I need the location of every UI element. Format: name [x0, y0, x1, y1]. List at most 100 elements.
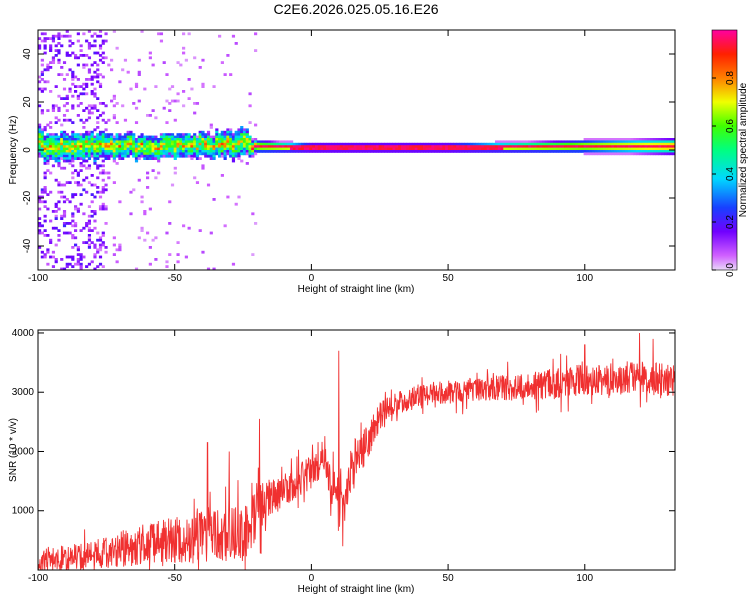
spectrogram-cell: [68, 181, 72, 184]
spectrogram-cell: [65, 51, 69, 55]
spectrogram-cell: [569, 145, 573, 148]
spectrogram-cell: [195, 140, 200, 144]
spectrogram-cell: [104, 188, 108, 192]
spectrogram-cell: [74, 85, 78, 88]
spectrogram-cell: [450, 147, 454, 151]
spectrogram-cell: [101, 130, 105, 134]
spectrogram-cell: [348, 142, 352, 146]
spectrogram-cell: [38, 135, 42, 139]
spectrogram-cell: [76, 32, 80, 36]
spectrogram-cell: [602, 140, 607, 144]
spectrogram-cell: [71, 195, 75, 199]
spectrogram-cell: [162, 133, 166, 136]
spectrogram-cell: [242, 150, 247, 153]
spectrogram-cell: [331, 150, 335, 153]
spectrogram-cell: [129, 152, 133, 156]
spectrogram-cell: [287, 145, 291, 148]
spectrogram-cell: [262, 140, 266, 144]
spectrogram-cell: [218, 140, 222, 144]
spectrogram-cell: [110, 138, 114, 141]
spectrogram-cell: [494, 147, 499, 151]
spectrogram-cell: [65, 222, 69, 225]
spectrogram-cell: [71, 193, 75, 196]
spectrogram-cell: [112, 243, 116, 247]
spectrogram-cell: [254, 150, 258, 153]
spectrogram-cell: [38, 126, 42, 129]
spectrogram-cell: [104, 145, 108, 148]
spectrogram-cell: [270, 150, 274, 153]
spectrogram-cell: [93, 246, 97, 249]
spectrogram-cell: [326, 145, 330, 148]
spectrogram-cell: [602, 152, 607, 156]
spectrogram-cell: [234, 202, 238, 206]
spectrogram-cell: [395, 150, 399, 153]
spectrogram-cell: [334, 147, 338, 151]
spectrogram-cell: [179, 140, 183, 144]
spectrogram-cell: [85, 152, 89, 156]
spectrogram-cell: [600, 142, 604, 146]
spectrogram-cell: [539, 147, 543, 151]
spectrogram-cell: [364, 145, 368, 148]
spectrogram-cell: [129, 150, 133, 153]
spectrogram-cell: [639, 152, 643, 156]
spectrogram-cell: [386, 145, 391, 148]
spectrogram-cell: [589, 145, 593, 148]
spectrogram-cell: [544, 145, 548, 148]
spectrogram-cell: [218, 142, 222, 146]
spectrogram-cell: [146, 145, 150, 148]
spectrogram-cell: [101, 202, 105, 206]
x-tick-label: -50: [167, 273, 182, 284]
spectrogram-cell: [240, 128, 244, 132]
spectrogram-cell: [60, 138, 64, 141]
snr-series-line: [38, 332, 675, 570]
x-tick-label: 50: [443, 273, 455, 284]
spectrogram-cell: [605, 142, 609, 146]
spectrogram-cell: [508, 147, 512, 151]
spectrogram-cell: [146, 140, 150, 144]
spectrogram-cell: [198, 66, 202, 69]
spectrogram-cell: [409, 147, 413, 151]
colorbar-ticks: 0.00.20.40.60.8: [712, 71, 736, 277]
spectrogram-cell: [96, 34, 100, 38]
spectrogram-cell: [93, 140, 97, 144]
spectrogram-cell: [65, 159, 69, 163]
spectrogram-cell: [118, 246, 122, 249]
spectrogram-cell: [184, 138, 188, 141]
spectrogram-cell: [134, 159, 139, 163]
spectrogram-cell: [314, 150, 319, 153]
spectrogram-cell: [71, 135, 75, 139]
spectrogram-cell: [663, 150, 668, 153]
spectrogram-cell: [76, 262, 80, 266]
spectrogram-cell: [162, 147, 166, 151]
spectrogram-cell: [104, 152, 108, 156]
spectrogram-cell: [522, 142, 526, 146]
spectrogram-cell: [663, 147, 668, 151]
spectrogram-cell: [159, 142, 164, 146]
spectrogram-cell: [395, 147, 399, 151]
spectrogram-cell: [87, 135, 92, 139]
spectrogram-cell: [533, 145, 537, 148]
spectrogram-cell: [57, 145, 61, 148]
spectrogram-cell: [182, 90, 186, 93]
spectrogram-cell: [625, 152, 629, 156]
spectrogram-cell: [259, 147, 263, 151]
spectrogram-cell: [270, 142, 274, 146]
spectrogram-cell: [101, 142, 105, 146]
spectrogram-cell: [630, 142, 634, 146]
spectrogram-cell: [71, 157, 75, 160]
spectrogram-cell: [146, 154, 150, 158]
spectrogram-cell: [151, 169, 155, 172]
spectrogram-cell: [348, 147, 352, 151]
spectrogram-cell: [51, 164, 56, 168]
spectrogram-cell: [93, 255, 97, 259]
spectrogram-cell: [669, 142, 673, 146]
spectrogram-cell: [143, 210, 147, 213]
spectrogram-cell: [193, 111, 197, 115]
spectrogram-cell: [627, 152, 632, 156]
spectrogram-cell: [87, 111, 92, 115]
spectrogram-cell: [87, 243, 92, 247]
spectrogram-cell: [118, 248, 122, 252]
spectrogram-cell: [43, 140, 47, 144]
spectrogram-cell: [201, 140, 205, 144]
spectrogram-cell: [51, 106, 56, 110]
